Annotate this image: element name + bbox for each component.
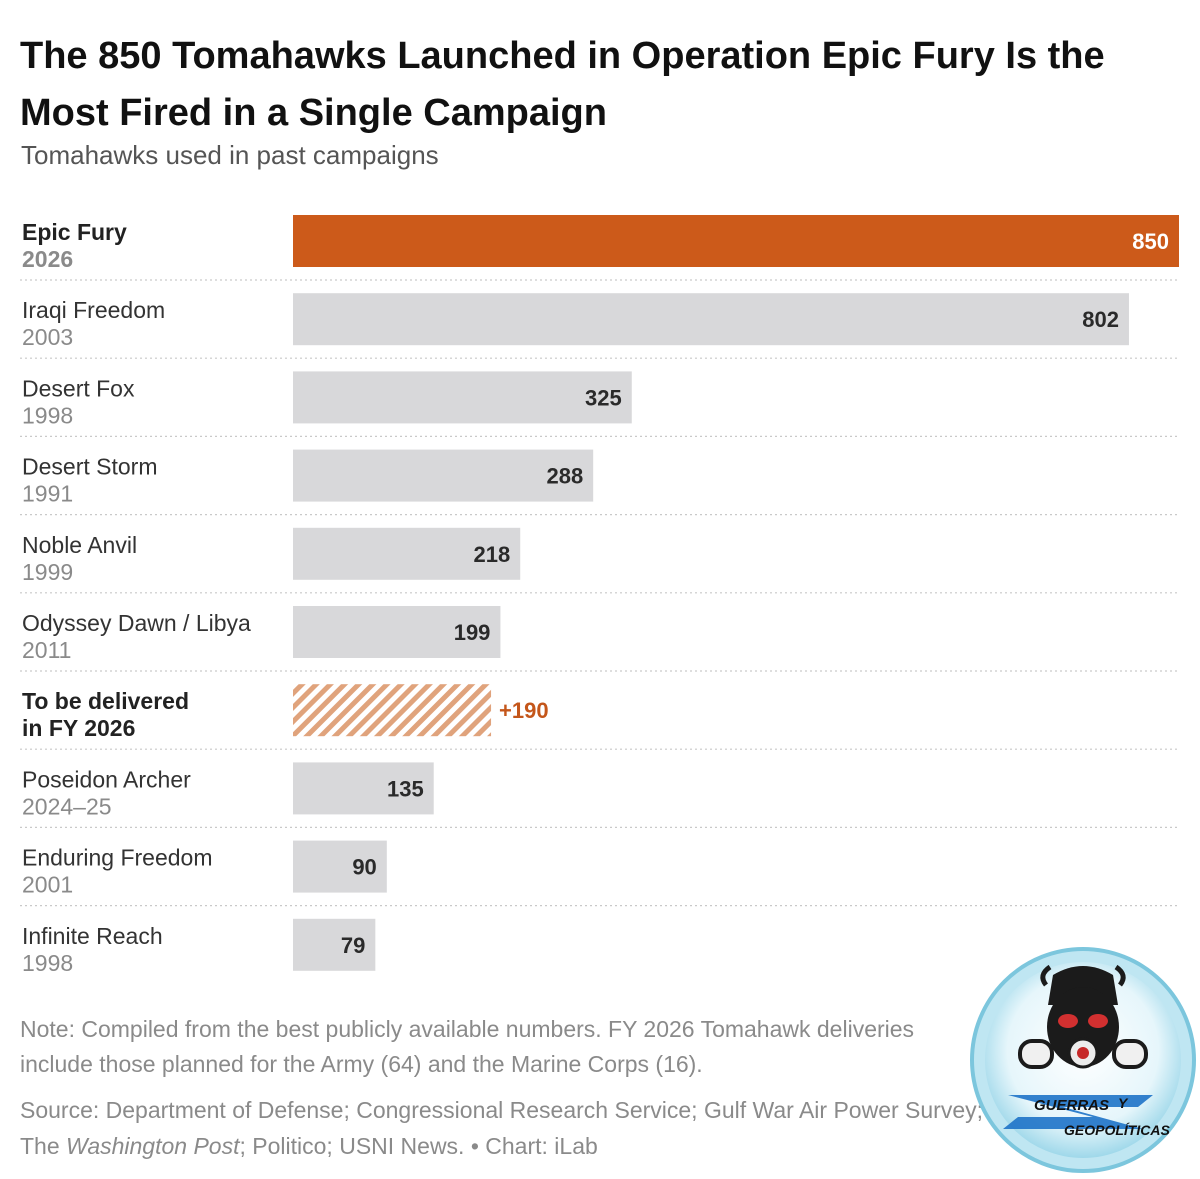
bar xyxy=(293,527,521,580)
category-year: 2003 xyxy=(22,324,73,350)
category-year: 1998 xyxy=(22,402,73,428)
data-label: +190 xyxy=(499,698,549,723)
category-label: Iraqi Freedom xyxy=(22,297,165,323)
category-label: Desert Storm xyxy=(22,454,157,480)
chart-note: Note: Compiled from the best publicly av… xyxy=(20,1016,915,1077)
chart-source: Source: Department of Defense; Congressi… xyxy=(20,1092,1010,1164)
data-label: 850 xyxy=(1132,229,1169,254)
category-label: Enduring Freedom xyxy=(22,845,213,871)
data-label: 79 xyxy=(341,933,365,958)
z-mark-icon xyxy=(1003,1095,1153,1129)
gas-mask-icon xyxy=(1018,964,1148,1069)
category-label: Desert Fox xyxy=(22,375,135,401)
category-year: 2026 xyxy=(22,246,73,272)
data-label: 199 xyxy=(454,620,491,645)
category-label: Epic Fury xyxy=(22,219,127,245)
data-label: 218 xyxy=(474,542,511,567)
watermark-text-2: Y xyxy=(1118,1095,1129,1111)
category-label: Odyssey Dawn / Libya xyxy=(22,610,251,636)
watermark-text-1: GUERRAS xyxy=(1034,1097,1109,1114)
source-prefix: Source: Department of Defense; Congressi… xyxy=(20,1097,984,1159)
category-label: Noble Anvil xyxy=(22,532,137,558)
bar xyxy=(293,840,387,893)
category-year: 1999 xyxy=(22,559,73,585)
category-label: Poseidon Archer xyxy=(22,766,191,792)
source-italic: Washington Post xyxy=(66,1133,240,1159)
category-year: in FY 2026 xyxy=(22,715,135,741)
data-label: 325 xyxy=(585,385,622,410)
data-label: 802 xyxy=(1082,307,1119,332)
chart-title: The 850 Tomahawks Launched in Operation … xyxy=(20,35,1105,134)
data-label: 135 xyxy=(387,776,424,801)
bar xyxy=(293,918,376,971)
category-year: 2001 xyxy=(22,872,73,898)
category-year: 1998 xyxy=(22,950,73,976)
bar xyxy=(293,215,1179,267)
category-year: 2011 xyxy=(22,637,71,663)
category-label: Infinite Reach xyxy=(22,923,163,949)
category-label: To be delivered xyxy=(22,688,189,714)
source-suffix: ; Politico; USNI News. xyxy=(239,1133,465,1159)
chart-credit: • Chart: iLab xyxy=(464,1133,598,1159)
bar xyxy=(293,606,501,658)
data-label: 90 xyxy=(352,855,376,880)
watermark-text-3: GEOPOLÍTICAS xyxy=(1064,1122,1170,1138)
chart-subtitle: Tomahawks used in past campaigns xyxy=(21,140,439,170)
bar xyxy=(293,449,594,502)
bar xyxy=(293,371,632,424)
category-year: 2024–25 xyxy=(22,793,112,819)
bar xyxy=(293,684,492,737)
watermark-logo: GUERRAS Y GEOPOLÍTICAS xyxy=(970,947,1196,1173)
category-year: 1991 xyxy=(22,481,73,507)
bar xyxy=(293,293,1129,346)
bar xyxy=(293,762,434,815)
data-label: 288 xyxy=(546,464,583,489)
